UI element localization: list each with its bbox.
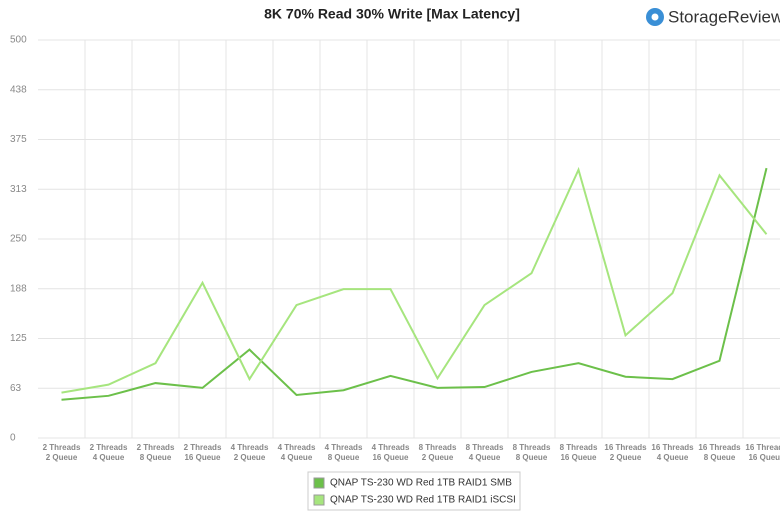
- legend-swatch: [313, 477, 325, 489]
- x-tick-label: 2 Threads 2 Queue: [42, 443, 81, 462]
- x-tick-label: 8 Threads 16 Queue: [559, 443, 598, 462]
- y-tick-label: 500: [10, 35, 27, 46]
- x-tick-label: 16 Threads 2 Queue: [604, 443, 647, 462]
- x-tick-label: 4 Threads 8 Queue: [324, 443, 363, 462]
- y-tick-label: 375: [10, 134, 27, 145]
- legend-label: QNAP TS-230 WD Red 1TB RAID1 SMB: [330, 478, 512, 489]
- x-tick-label: 16 Threads 4 Queue: [651, 443, 694, 462]
- series-line: [61, 167, 768, 401]
- y-tick-label: 438: [10, 84, 27, 95]
- x-tick-label: 8 Threads 2 Queue: [418, 443, 457, 462]
- legend-label: QNAP TS-230 WD Red 1TB RAID1 iSCSI: [330, 495, 516, 506]
- x-tick-label: 4 Threads 16 Queue: [371, 443, 410, 462]
- legend-box: [307, 471, 521, 511]
- x-tick-label: 8 Threads 8 Queue: [512, 443, 551, 462]
- logo-icon-dot: [651, 13, 659, 21]
- series-line: [61, 166, 768, 394]
- brand: StorageReview: [668, 7, 780, 26]
- x-tick-label: 16 Threads 8 Queue: [698, 443, 741, 462]
- legend-swatch: [313, 494, 325, 506]
- x-tick-label: 2 Threads 4 Queue: [89, 443, 128, 462]
- y-tick-label: 188: [10, 283, 27, 294]
- y-tick-label: 313: [10, 184, 27, 195]
- x-tick-label: 16 Threads 16 Queue: [745, 443, 780, 462]
- y-tick-label: 63: [10, 383, 22, 394]
- chart-title: 8K 70% Read 30% Write [Max Latency]: [264, 6, 520, 22]
- x-tick-label: 2 Threads 16 Queue: [183, 443, 222, 462]
- x-tick-label: 2 Threads 8 Queue: [136, 443, 175, 462]
- x-tick-label: 4 Threads 4 Queue: [277, 443, 316, 462]
- x-tick-label: 4 Threads 2 Queue: [230, 443, 269, 462]
- y-tick-label: 0: [10, 433, 16, 444]
- y-tick-label: 125: [10, 333, 27, 344]
- x-tick-label: 8 Threads 4 Queue: [465, 443, 504, 462]
- y-tick-label: 250: [10, 234, 27, 245]
